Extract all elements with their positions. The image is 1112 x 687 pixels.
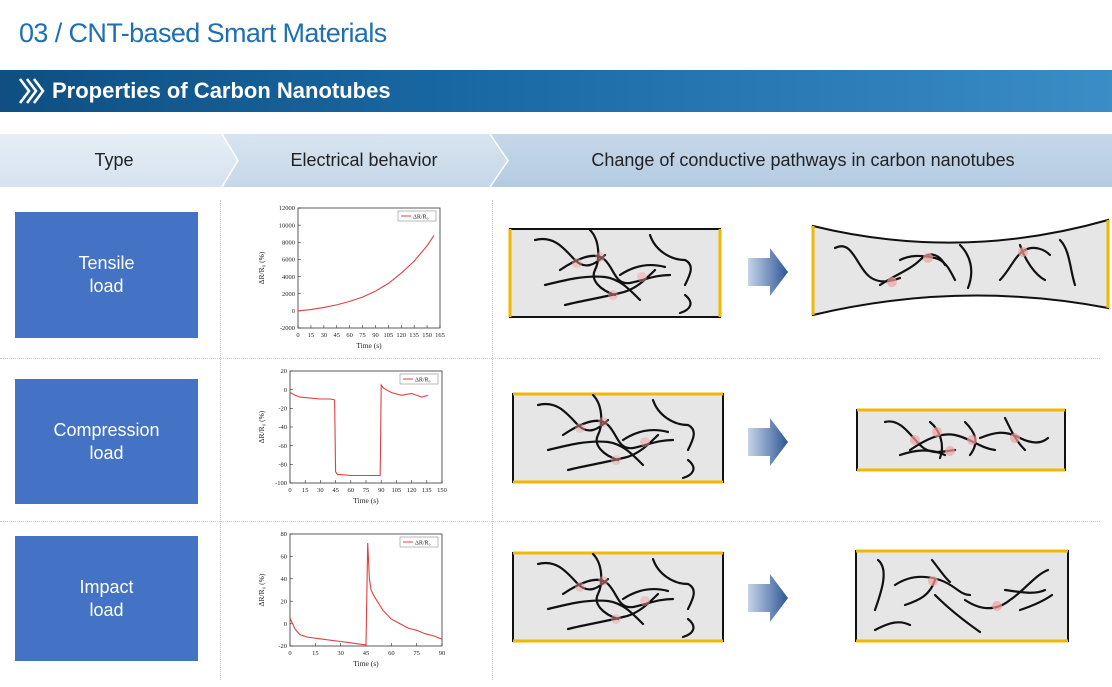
arrow-right-icon xyxy=(748,418,788,466)
x-tick-label: 105 xyxy=(392,487,402,494)
x-tick-label: 75 xyxy=(363,487,370,494)
plot-area xyxy=(297,207,441,329)
y-tick-label: 0 xyxy=(284,387,287,394)
y-tick-label: 6000 xyxy=(282,257,295,264)
header-type: Type xyxy=(94,150,134,170)
x-tick-label: 45 xyxy=(333,332,340,339)
x-tick-label: 150 xyxy=(437,487,447,494)
row-divider xyxy=(0,358,1100,359)
x-tick-label: 0 xyxy=(288,487,291,494)
y-tick-label: -40 xyxy=(278,424,287,431)
table-header xyxy=(0,134,1112,187)
y-tick-label: -20 xyxy=(278,643,287,650)
arrow-right-icon xyxy=(748,574,788,622)
x-axis-label: Time (s) xyxy=(353,496,379,505)
y-tick-label: 4000 xyxy=(282,274,295,281)
page-title: 03 / CNT-based Smart Materials xyxy=(19,18,387,48)
x-tick-label: 90 xyxy=(378,487,385,494)
series-line xyxy=(297,235,435,312)
y-tick-label: 0 xyxy=(292,308,295,315)
y-tick-label: -60 xyxy=(278,443,287,450)
x-tick-label: 60 xyxy=(388,650,395,657)
y-tick-label: 20 xyxy=(281,598,288,605)
x-tick-label: 165 xyxy=(435,332,445,339)
x-tick-label: 135 xyxy=(409,332,419,339)
x-tick-label: 15 xyxy=(308,332,315,339)
y-tick-label: 80 xyxy=(281,531,288,538)
row-divider xyxy=(0,521,1100,522)
legend-label: ΔR/R₀ xyxy=(413,215,429,221)
arrow-right-icon xyxy=(748,248,788,296)
x-tick-label: 30 xyxy=(337,650,344,657)
y-tick-label: -80 xyxy=(278,462,287,469)
y-tick-label: 12000 xyxy=(279,205,295,212)
legend-label: ΔR/R₀ xyxy=(415,378,431,384)
x-tick-label: 0 xyxy=(288,650,291,657)
x-tick-label: 45 xyxy=(332,487,339,494)
x-tick-label: 90 xyxy=(372,332,379,339)
x-tick-label: 90 xyxy=(439,650,446,657)
y-tick-label: -20 xyxy=(278,406,287,413)
x-tick-label: 75 xyxy=(413,650,420,657)
x-tick-label: 0 xyxy=(296,332,299,339)
compression-load-box: Compression load xyxy=(15,379,198,504)
y-tick-label: 10000 xyxy=(279,222,295,229)
y-tick-label: 0 xyxy=(284,621,287,628)
header-electrical-behavior: Electrical behavior xyxy=(290,150,438,170)
x-tick-label: 45 xyxy=(363,650,370,657)
y-tick-label: 2000 xyxy=(282,291,295,298)
y-axis-label: ΔR/R₀ (%) xyxy=(257,410,266,443)
conductive-pathway-diagrams xyxy=(508,218,1110,643)
series-line xyxy=(289,383,428,477)
y-tick-label: 8000 xyxy=(282,239,295,246)
tensile-resistance-chart: 0 15 30 45 60 75 90 105 120 135 150 165-20000200040… xyxy=(257,205,445,350)
tensile-after-diagram xyxy=(811,218,1110,317)
x-tick-label: 60 xyxy=(346,332,353,339)
x-tick-label: 135 xyxy=(422,487,432,494)
plot-area xyxy=(289,370,443,484)
y-tick-label: -100 xyxy=(275,480,287,487)
x-axis-label: Time (s) xyxy=(353,659,379,668)
x-tick-label: 30 xyxy=(321,332,328,339)
x-tick-label: 120 xyxy=(396,332,406,339)
section-header-bar: Properties of Carbon Nanotubes xyxy=(0,70,1112,112)
legend-box xyxy=(399,373,439,385)
y-tick-label: -2000 xyxy=(280,325,295,332)
x-tick-label: 105 xyxy=(383,332,393,339)
tensile-load-box: Tensile load xyxy=(15,212,198,338)
y-tick-label: 40 xyxy=(281,576,288,583)
impact-load-box: Impact load xyxy=(15,536,198,661)
y-axis-label: ΔR/R₀ (%) xyxy=(257,251,266,284)
compression-before-diagram xyxy=(512,392,724,484)
x-tick-label: 15 xyxy=(302,487,309,494)
legend-box xyxy=(399,536,439,548)
series-line xyxy=(289,542,443,646)
x-tick-label: 150 xyxy=(422,332,432,339)
x-tick-label: 60 xyxy=(348,487,355,494)
compression-resistance-chart: 0 15 30 45 60 75 90 105 120 135 150 -100 -80 -60 -40 -2… xyxy=(257,368,447,505)
x-tick-label: 15 xyxy=(312,650,319,657)
y-axis-label: ΔR/R₀ (%) xyxy=(257,573,266,606)
chevron-right-icon xyxy=(18,78,45,104)
y-tick-label: 20 xyxy=(281,368,288,375)
legend-label: ΔR/R₀ xyxy=(415,541,431,547)
column-divider xyxy=(220,200,221,680)
column-divider xyxy=(492,200,493,680)
impact-before-diagram xyxy=(512,551,724,643)
x-tick-label: 120 xyxy=(407,487,417,494)
compression-after-diagram xyxy=(856,408,1066,472)
y-tick-label: 60 xyxy=(281,554,288,561)
tensile-before-diagram xyxy=(508,228,722,318)
x-axis-label: Time (s) xyxy=(356,341,382,350)
header-conductive-pathways: Change of conductive pathways in carbon … xyxy=(591,150,1015,170)
x-tick-label: 30 xyxy=(317,487,324,494)
section-title: Properties of Carbon Nanotubes xyxy=(52,78,391,103)
impact-after-diagram xyxy=(855,549,1069,643)
legend-box xyxy=(397,210,437,222)
x-tick-label: 75 xyxy=(359,332,366,339)
